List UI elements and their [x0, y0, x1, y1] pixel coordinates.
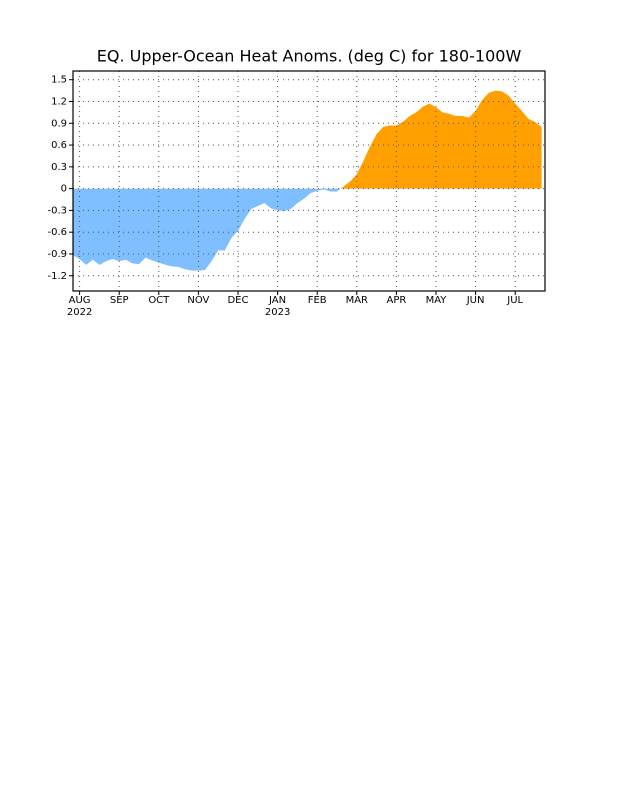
- y-tick-label: 0.6: [51, 140, 67, 151]
- y-tick-label: 1.2: [51, 96, 67, 107]
- x-year-label: 2022: [67, 307, 92, 318]
- x-tick-label: SEP: [110, 295, 129, 306]
- plot-frame: [72, 70, 546, 292]
- x-tick-label: AUG: [69, 295, 91, 306]
- x-tick-label: MAY: [426, 295, 448, 306]
- x-tick-label: OCT: [148, 295, 170, 306]
- negative-area: [73, 188, 542, 271]
- x-tick-label: JUL: [506, 295, 523, 306]
- y-tick-label: 0.3: [51, 162, 67, 173]
- chart-title: EQ. Upper-Ocean Heat Anoms. (deg C) for …: [97, 47, 522, 66]
- x-year-label: 2023: [265, 307, 290, 318]
- y-tick-label: -0.3: [47, 205, 67, 216]
- y-tick-label: 1.5: [51, 75, 67, 86]
- y-tick-label: -0.6: [47, 227, 67, 238]
- x-tick-label: NOV: [187, 295, 209, 306]
- x-tick-label: APR: [386, 295, 406, 306]
- positive-area: [340, 90, 542, 189]
- x-tick-label: JUN: [466, 295, 485, 306]
- x-tick-label: DEC: [227, 295, 248, 306]
- y-tick-label: -1.2: [47, 271, 67, 282]
- y-tick-label: -0.9: [47, 249, 67, 260]
- y-tick-label: 0: [61, 184, 67, 195]
- y-tick-label: 0.9: [51, 118, 67, 129]
- x-tick-label: JAN: [268, 295, 286, 306]
- x-tick-label: FEB: [308, 295, 327, 306]
- x-tick-label: MAR: [346, 295, 368, 306]
